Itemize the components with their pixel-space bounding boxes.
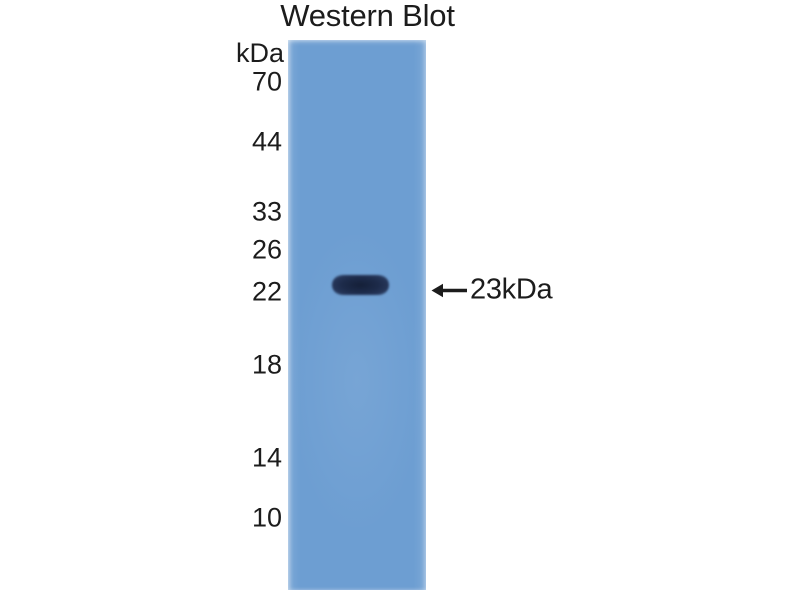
gel-lane — [288, 40, 426, 590]
molecular-weight-ladder: kDa 70 44 33 26 22 18 14 10 — [180, 0, 284, 600]
page-title: Western Blot — [280, 0, 455, 33]
ladder-tick-44: 44 — [251, 126, 282, 157]
ladder-tick-18: 18 — [251, 349, 282, 380]
ladder-tick-33: 33 — [251, 196, 282, 227]
ladder-unit-label: kDa — [235, 38, 284, 68]
ladder-tick-70: 70 — [251, 66, 282, 97]
ladder-tick-10: 10 — [251, 502, 282, 533]
ladder-tick-14: 14 — [251, 442, 282, 473]
protein-band — [332, 275, 389, 295]
band-annotation-label: 23kDa — [470, 273, 553, 306]
ladder-tick-22: 22 — [251, 276, 282, 307]
left-arrow-icon — [431, 283, 467, 297]
ladder-tick-26: 26 — [251, 234, 282, 265]
band-annotation: 23kDa — [430, 273, 553, 306]
